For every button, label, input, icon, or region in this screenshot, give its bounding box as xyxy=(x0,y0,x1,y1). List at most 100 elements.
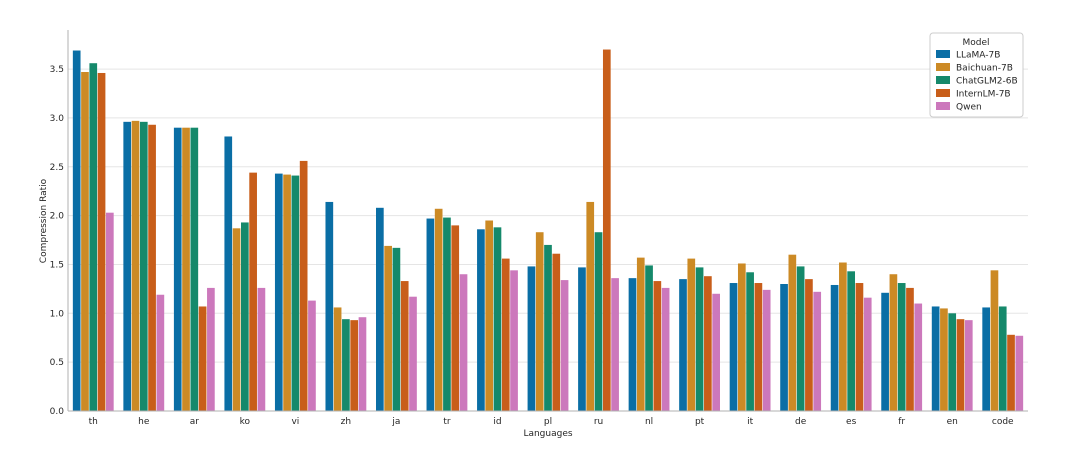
bar-ko-baichuan-7b xyxy=(232,228,241,411)
legend-label: LLaMA-7B xyxy=(956,51,1000,61)
bar-id-internlm-7b xyxy=(501,258,510,411)
bar-en-chatglm2-6b xyxy=(948,313,957,411)
x-tick-label: id xyxy=(493,417,501,427)
bar-ru-baichuan-7b xyxy=(586,201,595,411)
bar-vi-baichuan-7b xyxy=(283,174,291,411)
bar-pl-internlm-7b xyxy=(552,253,561,411)
bar-ru-chatglm2-6b xyxy=(594,232,603,411)
bar-it-qwen xyxy=(762,289,771,411)
x-tick-label: he xyxy=(138,417,150,427)
bar-de-baichuan-7b xyxy=(788,254,797,411)
bar-pt-llama-7b xyxy=(679,279,687,411)
bar-th-chatglm2-6b xyxy=(89,63,98,411)
legend-frame xyxy=(929,32,1024,118)
legend-swatch xyxy=(936,63,950,71)
bar-he-internlm-7b xyxy=(148,124,156,411)
bar-code-internlm-7b xyxy=(1007,334,1015,411)
x-tick-label: ru xyxy=(594,417,603,427)
legend-label: Qwen xyxy=(956,103,982,113)
y-tick-label: 3.0 xyxy=(50,114,65,124)
bar-tr-chatglm2-6b xyxy=(443,217,451,411)
bar-fr-qwen xyxy=(914,303,923,411)
x-tick-label: en xyxy=(947,417,958,427)
bar-it-chatglm2-6b xyxy=(746,272,754,411)
bar-ja-llama-7b xyxy=(376,207,384,411)
bar-pt-chatglm2-6b xyxy=(695,267,704,411)
bar-ko-chatglm2-6b xyxy=(240,222,249,411)
bar-de-qwen xyxy=(813,291,822,411)
bar-pl-qwen xyxy=(560,280,569,411)
bar-nl-llama-7b xyxy=(628,278,637,411)
bar-pt-qwen xyxy=(712,293,720,411)
bar-en-qwen xyxy=(964,320,973,411)
bar-es-qwen xyxy=(863,297,872,411)
bar-vi-qwen xyxy=(308,300,316,411)
legend-title: Model xyxy=(962,38,989,48)
bar-pl-llama-7b xyxy=(527,266,536,411)
bar-it-baichuan-7b xyxy=(737,263,746,411)
bar-ja-internlm-7b xyxy=(400,281,409,411)
bar-de-llama-7b xyxy=(780,284,788,411)
bar-de-chatglm2-6b xyxy=(796,266,805,411)
x-tick-label: th xyxy=(89,417,98,427)
bar-ar-chatglm2-6b xyxy=(190,127,199,411)
bar-es-internlm-7b xyxy=(855,283,864,411)
y-tick-label: 2.0 xyxy=(50,212,65,222)
bar-zh-baichuan-7b xyxy=(333,307,342,411)
y-axis-title: Compression Ratio xyxy=(39,178,49,263)
bar-th-internlm-7b xyxy=(97,72,106,411)
x-tick-label: pt xyxy=(695,417,705,427)
bar-he-qwen xyxy=(156,294,165,411)
bar-fr-chatglm2-6b xyxy=(897,283,906,411)
bar-vi-llama-7b xyxy=(274,173,283,411)
y-tick-label: 0.0 xyxy=(50,407,65,417)
x-tick-label: vi xyxy=(291,417,299,427)
bar-ja-baichuan-7b xyxy=(384,245,392,411)
bar-ru-qwen xyxy=(611,278,619,411)
legend-label: ChatGLM2-6B xyxy=(956,77,1018,87)
bar-id-llama-7b xyxy=(477,229,485,411)
bar-es-chatglm2-6b xyxy=(847,271,856,411)
bar-he-chatglm2-6b xyxy=(139,121,148,411)
bar-en-internlm-7b xyxy=(956,319,965,411)
bar-zh-qwen xyxy=(358,317,367,411)
x-tick-label: tr xyxy=(443,417,451,427)
bar-id-qwen xyxy=(510,270,518,411)
bar-it-internlm-7b xyxy=(754,283,763,411)
bar-tr-baichuan-7b xyxy=(434,208,443,411)
bar-nl-baichuan-7b xyxy=(636,257,645,411)
legend-swatch xyxy=(936,89,950,97)
bar-fr-baichuan-7b xyxy=(889,274,898,411)
bar-pl-baichuan-7b xyxy=(535,232,544,411)
bar-tr-llama-7b xyxy=(426,218,435,411)
bar-tr-qwen xyxy=(459,274,468,411)
x-axis-title: Languages xyxy=(523,429,572,439)
bar-code-baichuan-7b xyxy=(990,270,999,411)
bar-id-chatglm2-6b xyxy=(493,227,502,411)
bar-tr-internlm-7b xyxy=(451,225,460,411)
bar-zh-chatglm2-6b xyxy=(342,319,350,411)
axis-layer: 0.0 0.5 1.0 1.5 2.0 2.5 3.0 3.5 th he ar ko vi zh ja tr… xyxy=(50,30,1028,427)
x-tick-label: it xyxy=(747,417,754,427)
bar-es-llama-7b xyxy=(830,284,839,411)
bar-zh-llama-7b xyxy=(325,201,334,411)
bar-ar-qwen xyxy=(207,287,215,411)
x-tick-label: ko xyxy=(240,417,251,427)
bar-it-llama-7b xyxy=(729,283,738,411)
bar-ja-chatglm2-6b xyxy=(392,247,401,411)
bar-ko-qwen xyxy=(257,287,266,411)
legend-label: Baichuan-7B xyxy=(956,64,1013,74)
y-tick-label: 1.5 xyxy=(50,260,64,270)
bar-vi-internlm-7b xyxy=(299,160,308,411)
y-tick-label: 2.5 xyxy=(50,163,64,173)
bar-ja-qwen xyxy=(409,296,417,411)
legend-swatch xyxy=(936,50,950,58)
bar-ar-llama-7b xyxy=(173,127,182,411)
x-tick-label: code xyxy=(992,417,1014,427)
y-tick-label: 0.5 xyxy=(50,358,64,368)
x-tick-label: de xyxy=(795,417,807,427)
bar-pt-baichuan-7b xyxy=(687,258,696,411)
bar-fr-internlm-7b xyxy=(906,287,914,411)
